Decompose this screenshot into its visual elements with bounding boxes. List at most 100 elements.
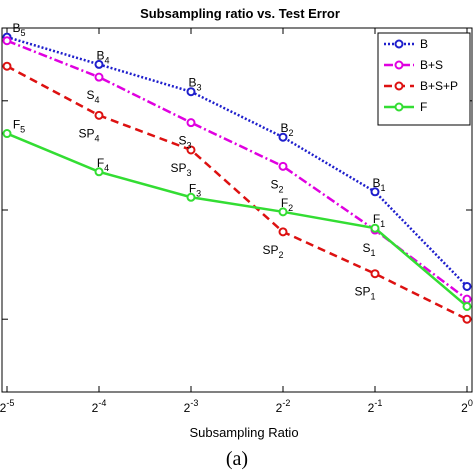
data-point (462, 281, 472, 291)
point-label: SP2 (262, 243, 283, 260)
data-point (94, 59, 104, 69)
point-label: SP1 (354, 285, 375, 302)
point-label-subscript: 2 (279, 250, 284, 260)
x-tick-label: 2-3 (184, 398, 199, 415)
x-tick-label: 20 (461, 398, 473, 415)
series-line (6, 132, 468, 308)
point-label-base: B (280, 121, 288, 135)
point-label-subscript: 4 (104, 163, 109, 173)
point-label-subscript: 3 (187, 168, 192, 178)
series-line (6, 65, 468, 321)
point-label-base: F (281, 196, 288, 210)
point-label: S3 (178, 134, 191, 151)
point-label-subscript: 1 (371, 292, 376, 302)
x-tick-label-base: 2 (461, 401, 468, 415)
data-point (370, 269, 380, 279)
legend-label: B+S+P (420, 79, 458, 93)
point-label-subscript: 4 (105, 55, 110, 65)
point-label: B5 (12, 21, 25, 38)
data-point (370, 223, 380, 233)
point-label-base: S (178, 134, 186, 148)
point-label-base: S (270, 177, 278, 191)
point-label-subscript: 1 (371, 248, 376, 258)
legend-swatch-marker (394, 60, 404, 70)
legend-swatch-marker (394, 39, 404, 49)
point-label-base: S (362, 241, 370, 255)
legend: B B+S B+S+P F (377, 32, 471, 126)
point-label-subscript: 2 (279, 184, 284, 194)
data-point (278, 207, 288, 217)
point-label-base: F (189, 181, 196, 195)
legend-swatch-marker (394, 81, 404, 91)
x-tick-label: 2-4 (92, 398, 107, 415)
legend-label: B (420, 37, 428, 51)
x-axis-label: Subsampling Ratio (189, 425, 298, 440)
point-label: F4 (97, 156, 109, 173)
point-label: S2 (270, 177, 283, 194)
data-point (2, 129, 12, 139)
data-point (462, 314, 472, 324)
data-point (462, 301, 472, 311)
data-point (94, 110, 104, 120)
x-tick-label-base: 2 (184, 401, 191, 415)
series-b-plus-s-plus-p (2, 61, 472, 324)
point-label: B4 (96, 48, 109, 65)
data-point (278, 132, 288, 142)
point-label-subscript: 4 (95, 133, 100, 143)
data-point (94, 72, 104, 82)
x-tick-label: 2-1 (368, 398, 383, 415)
data-point (186, 145, 196, 155)
point-label: B1 (372, 176, 385, 193)
point-label-base: B (372, 176, 380, 190)
x-tick-label-base: 2 (276, 401, 283, 415)
point-label-base: B (96, 48, 104, 62)
point-label-subscript: 3 (197, 83, 202, 93)
data-point (278, 227, 288, 237)
point-label-subscript: 3 (187, 141, 192, 151)
point-label: F5 (13, 118, 25, 135)
series-f (2, 129, 472, 311)
x-tick-label-exponent: 0 (468, 398, 473, 408)
point-label: B3 (188, 76, 201, 93)
legend-box (377, 32, 471, 126)
legend-entry: B (384, 37, 428, 51)
point-label-subscript: 1 (380, 219, 385, 229)
legend-swatch-marker (394, 102, 404, 112)
x-tick-label-base: 2 (0, 401, 7, 415)
x-axis-ticks: 2-5 2-4 2-3 2-2 2-1 20 (0, 28, 473, 415)
legend-entry: F (384, 100, 427, 114)
point-label-base: F (373, 212, 380, 226)
point-label-base: SP (78, 126, 94, 140)
x-tick-label-exponent: -1 (374, 398, 382, 408)
legend-label: F (420, 100, 427, 114)
point-label-base: SP (354, 285, 370, 299)
point-label-base: SP (262, 243, 278, 257)
x-tick-label-base: 2 (368, 401, 375, 415)
legend-entry: B+S (384, 58, 443, 72)
point-label-base: SP (170, 161, 186, 175)
x-tick-label-base: 2 (92, 401, 99, 415)
point-label-base: S (86, 88, 94, 102)
data-point (94, 167, 104, 177)
point-label: SP3 (170, 161, 191, 178)
data-point (186, 118, 196, 128)
data-point (186, 192, 196, 202)
legend-entry: B+S+P (384, 79, 458, 93)
point-label-base: B (12, 21, 20, 35)
data-point (278, 161, 288, 171)
figure-caption: (a) (226, 448, 248, 470)
data-point (2, 61, 12, 71)
x-tick-label-exponent: -3 (190, 398, 198, 408)
point-label: F3 (189, 181, 201, 198)
x-tick-label-exponent: -2 (282, 398, 290, 408)
point-label-subscript: 3 (196, 188, 201, 198)
legend-label: B+S (420, 58, 443, 72)
point-label-subscript: 2 (288, 203, 293, 213)
point-label: S4 (86, 88, 99, 105)
point-label-subscript: 4 (95, 95, 100, 105)
data-point (2, 36, 12, 46)
point-label-base: F (97, 156, 104, 170)
x-tick-label-exponent: -5 (6, 398, 14, 408)
